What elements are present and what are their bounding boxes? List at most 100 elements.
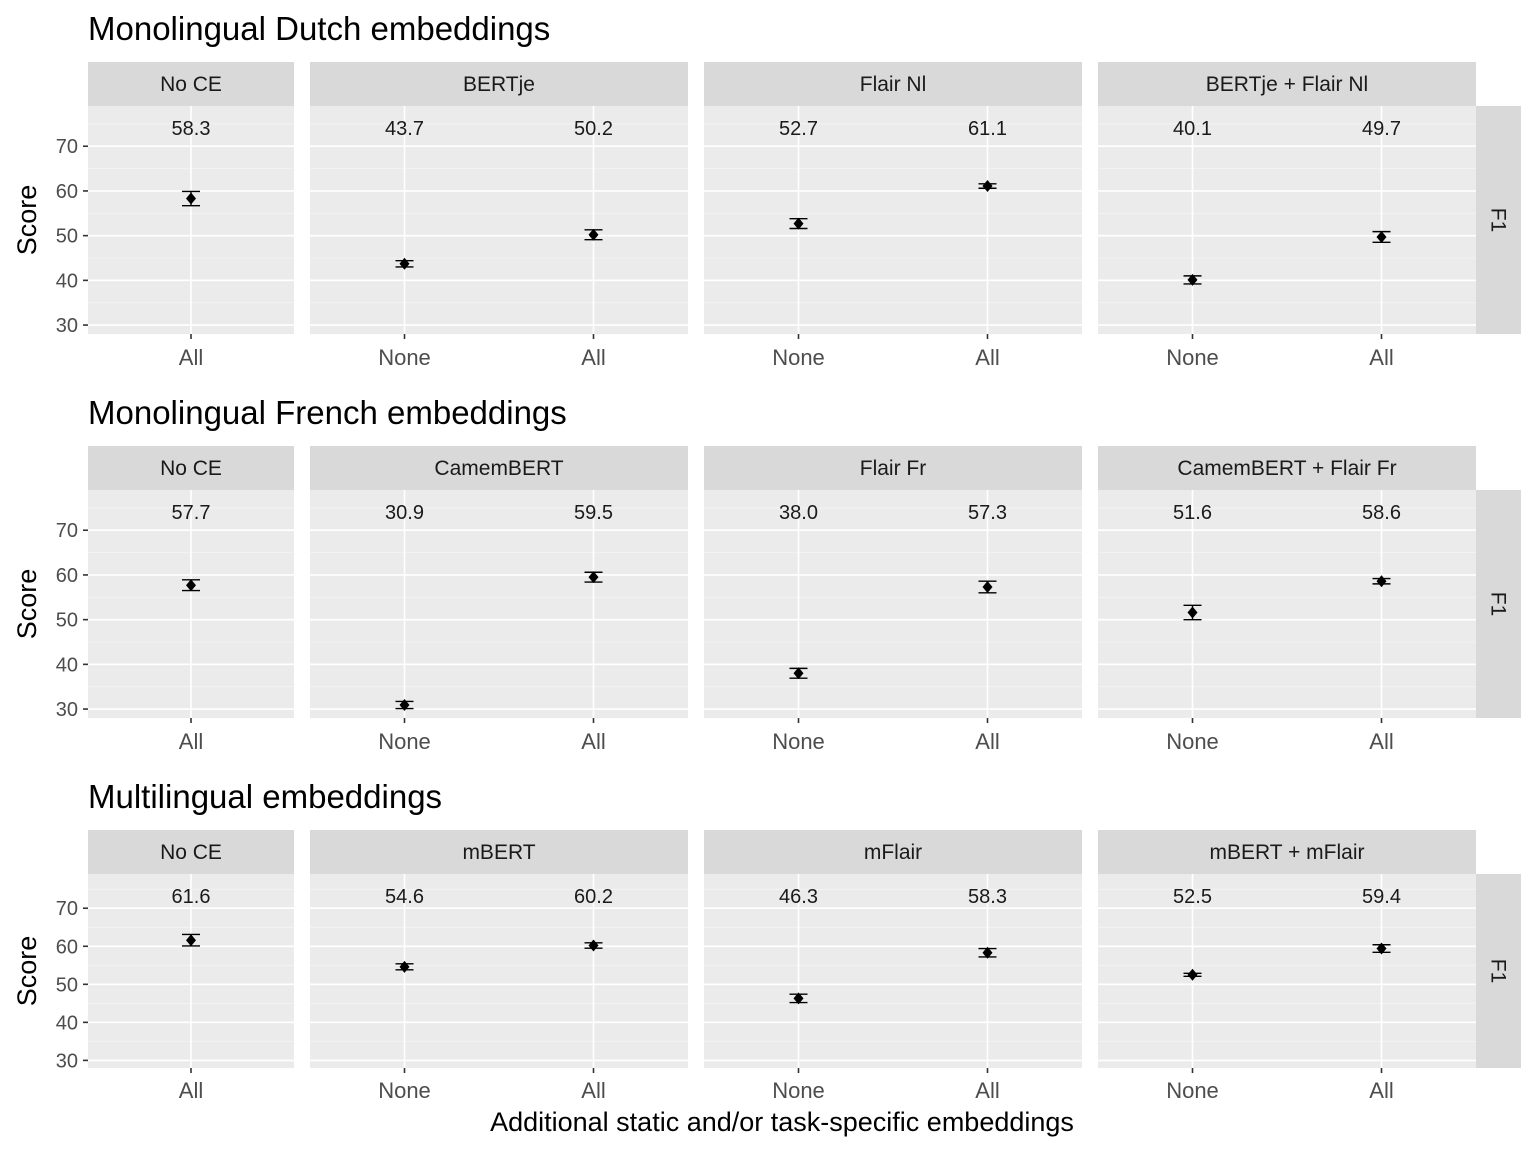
data-point-marker [793, 667, 804, 680]
x-tick-label: None [378, 729, 431, 754]
panel: Flair Nl None All 52.7 61.1 [704, 62, 1082, 370]
y-tick-label: 50 [56, 974, 78, 996]
data-label: 59.5 [574, 502, 613, 524]
x-tick-label: All [179, 729, 203, 754]
panel: mFlair None All 46.3 58.3 [704, 830, 1082, 1103]
strip-label: CamemBERT + Flair Fr [1177, 457, 1396, 480]
x-tick-label: All [581, 1078, 605, 1103]
strip-label: mBERT + mFlair [1210, 841, 1365, 864]
y-tick-label: 40 [56, 1012, 78, 1034]
panel: CamemBERT None All 30.9 59.5 [310, 446, 688, 754]
data-point-marker [399, 960, 410, 973]
panel: No CE All 57.7 [88, 446, 294, 754]
facet-strip-label: F1 [1487, 959, 1510, 984]
facet-strip-label: F1 [1487, 208, 1510, 233]
data-label: 51.6 [1173, 502, 1212, 524]
x-tick-label: All [581, 729, 605, 754]
x-tick-label: None [772, 345, 825, 370]
x-tick-label: All [179, 1078, 203, 1103]
strip-background [704, 830, 1082, 874]
strip-background [88, 830, 294, 874]
panel: BERTje + Flair Nl None All 40.1 49.7 [1098, 62, 1476, 370]
panel-background [704, 490, 1082, 718]
data-point-marker [1376, 575, 1387, 588]
facet-row: Multilingual embeddings Score 30 40 50 60 70 No… [12, 778, 1521, 1103]
panel: BERTje None All 43.7 50.2 [310, 62, 688, 370]
data-point-marker [186, 934, 196, 947]
x-tick-label: None [1166, 729, 1219, 754]
y-tick-label: 30 [56, 699, 78, 721]
strip-background [310, 446, 688, 490]
panel: Flair Fr None All 38.0 57.3 [704, 446, 1082, 754]
data-label: 61.1 [968, 118, 1007, 140]
x-tick-label: None [1166, 345, 1219, 370]
data-point-marker [793, 992, 804, 1005]
panel: mBERT + mFlair None All 52.5 59.4 [1098, 830, 1476, 1103]
data-label: 58.6 [1362, 502, 1401, 524]
strip-label: No CE [160, 841, 222, 864]
data-label: 38.0 [779, 502, 818, 524]
y-tick-label: 70 [56, 898, 78, 920]
row-title: Monolingual Dutch embeddings [88, 10, 550, 47]
facet-strip-label: F1 [1487, 592, 1510, 617]
data-point-marker [588, 571, 599, 584]
data-point-marker [399, 257, 410, 270]
panel: No CE All 58.3 [88, 62, 294, 370]
panel-background [310, 106, 688, 334]
x-tick-label: All [975, 729, 999, 754]
strip-background [88, 446, 294, 490]
data-point-marker [186, 579, 196, 592]
data-point-marker [1376, 230, 1387, 243]
facet-strip-background [1476, 874, 1521, 1068]
x-tick-label: All [1369, 345, 1393, 370]
x-tick-label: All [1369, 729, 1393, 754]
y-tick-label: 40 [56, 270, 78, 292]
x-tick-label: None [378, 345, 431, 370]
panel-background [1098, 874, 1476, 1068]
data-label: 58.3 [968, 886, 1007, 908]
data-label: 57.3 [968, 502, 1007, 524]
data-point-marker [186, 192, 196, 205]
panel-background [704, 106, 1082, 334]
facet-strip-background [1476, 490, 1521, 718]
data-label: 59.4 [1362, 886, 1401, 908]
data-point-marker [588, 939, 599, 952]
y-tick-label: 70 [56, 520, 78, 542]
x-tick-label: All [975, 345, 999, 370]
data-point-marker [588, 228, 599, 241]
x-tick-label: None [772, 729, 825, 754]
x-tick-label: All [179, 345, 203, 370]
data-point-marker [1376, 942, 1387, 955]
data-label: 30.9 [385, 502, 424, 524]
strip-label: mBERT [462, 841, 535, 864]
row-title: Monolingual French embeddings [88, 394, 567, 431]
data-label: 50.2 [574, 118, 613, 140]
facet-strip-background [1476, 106, 1521, 334]
panel-background [1098, 490, 1476, 718]
strip-background [1098, 830, 1476, 874]
strip-label: BERTje + Flair Nl [1206, 73, 1368, 96]
data-point-marker [793, 217, 804, 230]
panel-background [310, 874, 688, 1068]
strip-background [310, 62, 688, 106]
strip-background [1098, 62, 1476, 106]
data-point-marker [1187, 968, 1198, 981]
y-tick-label: 30 [56, 315, 78, 337]
y-tick-label: 30 [56, 1050, 78, 1072]
strip-label: Flair Nl [860, 73, 927, 96]
x-tick-label: None [378, 1078, 431, 1103]
x-tick-label: None [772, 1078, 825, 1103]
y-tick-label: 40 [56, 654, 78, 676]
data-label: 60.2 [574, 886, 613, 908]
data-label: 58.3 [172, 118, 211, 140]
row-title: Multilingual embeddings [88, 778, 442, 815]
strip-label: Flair Fr [860, 457, 927, 480]
y-axis-title: Score [12, 569, 42, 640]
strip-label: No CE [160, 73, 222, 96]
strip-background [704, 446, 1082, 490]
strip-label: mFlair [864, 841, 922, 864]
data-point-marker [982, 581, 993, 594]
data-point-marker [982, 946, 993, 959]
strip-background [88, 62, 294, 106]
